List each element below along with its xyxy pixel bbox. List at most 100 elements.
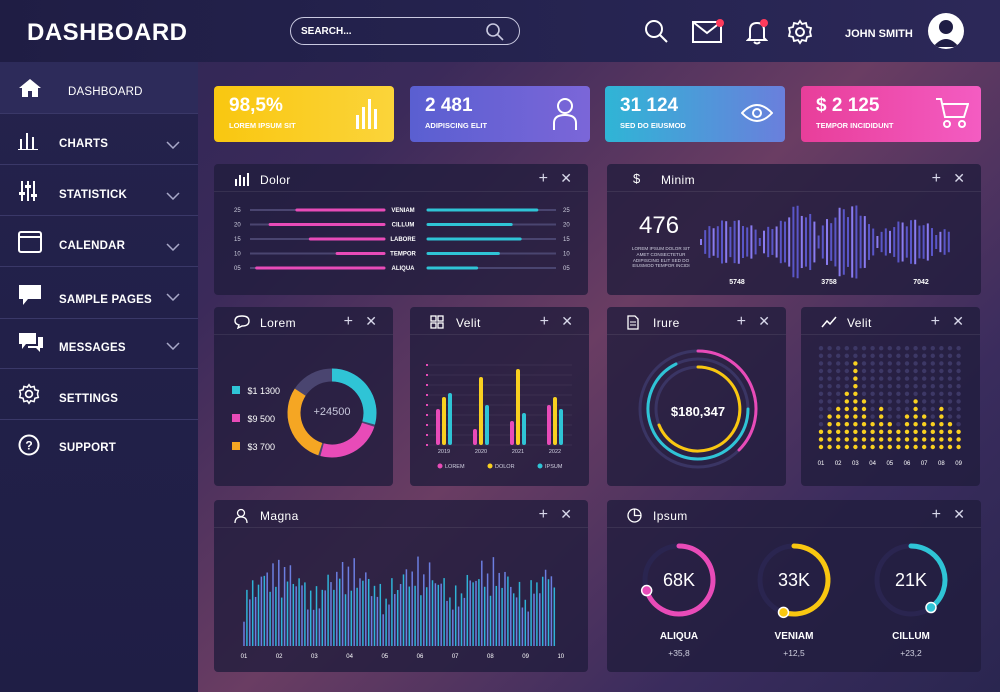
- close-icon[interactable]: ✕: [560, 170, 572, 186]
- dot-on: [853, 437, 858, 442]
- sidebar-item-label: SUPPORT: [59, 442, 116, 454]
- chevron-down-icon[interactable]: [166, 337, 180, 355]
- dot-off: [930, 384, 935, 389]
- sidebar-item-dashboard[interactable]: DASHBOARD: [0, 62, 198, 114]
- chevron-down-icon[interactable]: [166, 136, 180, 154]
- dot-off: [956, 376, 961, 381]
- plus-icon[interactable]: +: [931, 170, 941, 187]
- sidebar-item-calendar[interactable]: CALENDAR: [0, 216, 198, 267]
- avatar[interactable]: [928, 13, 964, 49]
- dot-off: [939, 361, 944, 366]
- dot-off: [887, 406, 892, 412]
- tick-label: 2020: [475, 449, 487, 455]
- dot-off: [904, 361, 910, 366]
- sidebar-item-support[interactable]: ? SUPPORT: [0, 420, 198, 470]
- dot-on: [887, 437, 892, 442]
- calendar-icon: [18, 231, 42, 258]
- panel-velit-dots: Velit + ✕ 01 02 03 04 05 06 07 08 09: [801, 307, 980, 486]
- dot-on: [827, 437, 832, 442]
- sidebar-item-charts[interactable]: CHARTS: [0, 114, 198, 165]
- axis-tick: [426, 414, 428, 416]
- sidebar-item-sample-pages[interactable]: SAMPLE PAGES: [0, 267, 198, 319]
- tick-label: 2021: [512, 449, 524, 455]
- bar: [448, 393, 452, 445]
- donut-slice: [287, 388, 323, 456]
- dot-off: [930, 391, 935, 396]
- dot-on: [844, 437, 849, 442]
- dot-off: [913, 361, 918, 366]
- dot-off: [896, 368, 901, 374]
- dot-off: [913, 384, 918, 389]
- sidebar-item-statistick[interactable]: STATISTICK: [0, 165, 198, 216]
- dot-off: [818, 361, 824, 366]
- stat-card-lorem[interactable]: 98,5% LOREM IPSUM SIT: [214, 86, 394, 142]
- close-icon[interactable]: ✕: [758, 313, 770, 329]
- gear-icon[interactable]: [787, 19, 813, 50]
- dot-on: [853, 406, 858, 412]
- plus-icon[interactable]: +: [930, 313, 940, 330]
- close-icon[interactable]: ✕: [365, 313, 377, 329]
- plus-icon[interactable]: +: [538, 170, 548, 187]
- top-header: DASHBOARD JOHN SMITH: [0, 0, 1000, 62]
- plus-icon[interactable]: +: [736, 313, 746, 330]
- tick-label: 2019: [438, 449, 450, 455]
- row-label: VENIAM: [391, 208, 414, 214]
- tick-label: 09: [955, 461, 962, 467]
- plus-icon[interactable]: +: [538, 506, 548, 523]
- sidebar-item-messages[interactable]: MESSAGES: [0, 319, 198, 369]
- dot-off: [836, 361, 841, 366]
- close-icon[interactable]: ✕: [953, 170, 965, 186]
- search-box[interactable]: [290, 17, 520, 45]
- plus-icon[interactable]: +: [343, 313, 353, 330]
- axis-tick: [426, 444, 428, 446]
- dot-on: [904, 437, 910, 442]
- dot-off: [939, 391, 944, 396]
- panel-title: Magna: [260, 509, 299, 523]
- dot-off: [913, 376, 918, 381]
- sidebar-item-settings[interactable]: SETTINGS: [0, 369, 198, 420]
- legend-label: LOREM: [445, 464, 465, 470]
- chevron-down-icon[interactable]: [166, 288, 180, 306]
- panel-header: $ Minim + ✕: [607, 164, 981, 192]
- stat-card-sales[interactable]: $ 2 125 TEMPOR INCIDIDUNT: [801, 86, 981, 142]
- dot-off: [844, 368, 849, 374]
- chevron-down-icon[interactable]: [166, 238, 180, 256]
- user-icon: [552, 97, 578, 136]
- tick-label: 05: [381, 654, 388, 660]
- dot-off: [947, 384, 953, 389]
- close-icon[interactable]: ✕: [560, 506, 572, 522]
- close-icon[interactable]: ✕: [952, 313, 964, 329]
- dot-on: [947, 444, 953, 450]
- dot-on: [827, 422, 832, 427]
- panel-header: Velit + ✕: [801, 307, 980, 335]
- close-icon[interactable]: ✕: [561, 313, 573, 329]
- dot-off: [913, 346, 918, 351]
- sidebar-item-label: DASHBOARD: [68, 86, 143, 98]
- stat-card-views[interactable]: 31 124 SED DO EIUSMOD: [605, 86, 785, 142]
- dot-on: [879, 422, 884, 427]
- axis-tick: [426, 394, 428, 396]
- tick-label: 25: [563, 208, 570, 214]
- search-input[interactable]: [301, 23, 481, 39]
- chevron-down-icon[interactable]: [166, 187, 180, 205]
- plus-icon[interactable]: +: [539, 313, 549, 330]
- dot-off: [870, 346, 875, 351]
- panel-magna: Magna + ✕ 01 02 03 04 05 06 07 08 09 10: [214, 500, 588, 672]
- bar: [547, 405, 551, 445]
- plus-icon[interactable]: +: [931, 506, 941, 523]
- dot-off: [818, 353, 824, 358]
- bell-icon[interactable]: [745, 19, 769, 50]
- dot-off: [922, 406, 927, 412]
- tick-label: 15: [563, 237, 570, 243]
- dot-off: [818, 414, 824, 419]
- dot-off: [836, 346, 841, 351]
- search-icon[interactable]: [643, 18, 669, 49]
- bar: [442, 397, 446, 445]
- help-icon: ?: [18, 434, 40, 461]
- ring-chart: [638, 349, 758, 469]
- search-icon[interactable]: [485, 22, 505, 47]
- tick-label: 08: [487, 654, 494, 660]
- stat-card-users[interactable]: 2 481 ADIPISCING ELIT: [410, 86, 590, 142]
- user-name[interactable]: JOHN SMITH: [845, 28, 913, 40]
- close-icon[interactable]: ✕: [953, 506, 965, 522]
